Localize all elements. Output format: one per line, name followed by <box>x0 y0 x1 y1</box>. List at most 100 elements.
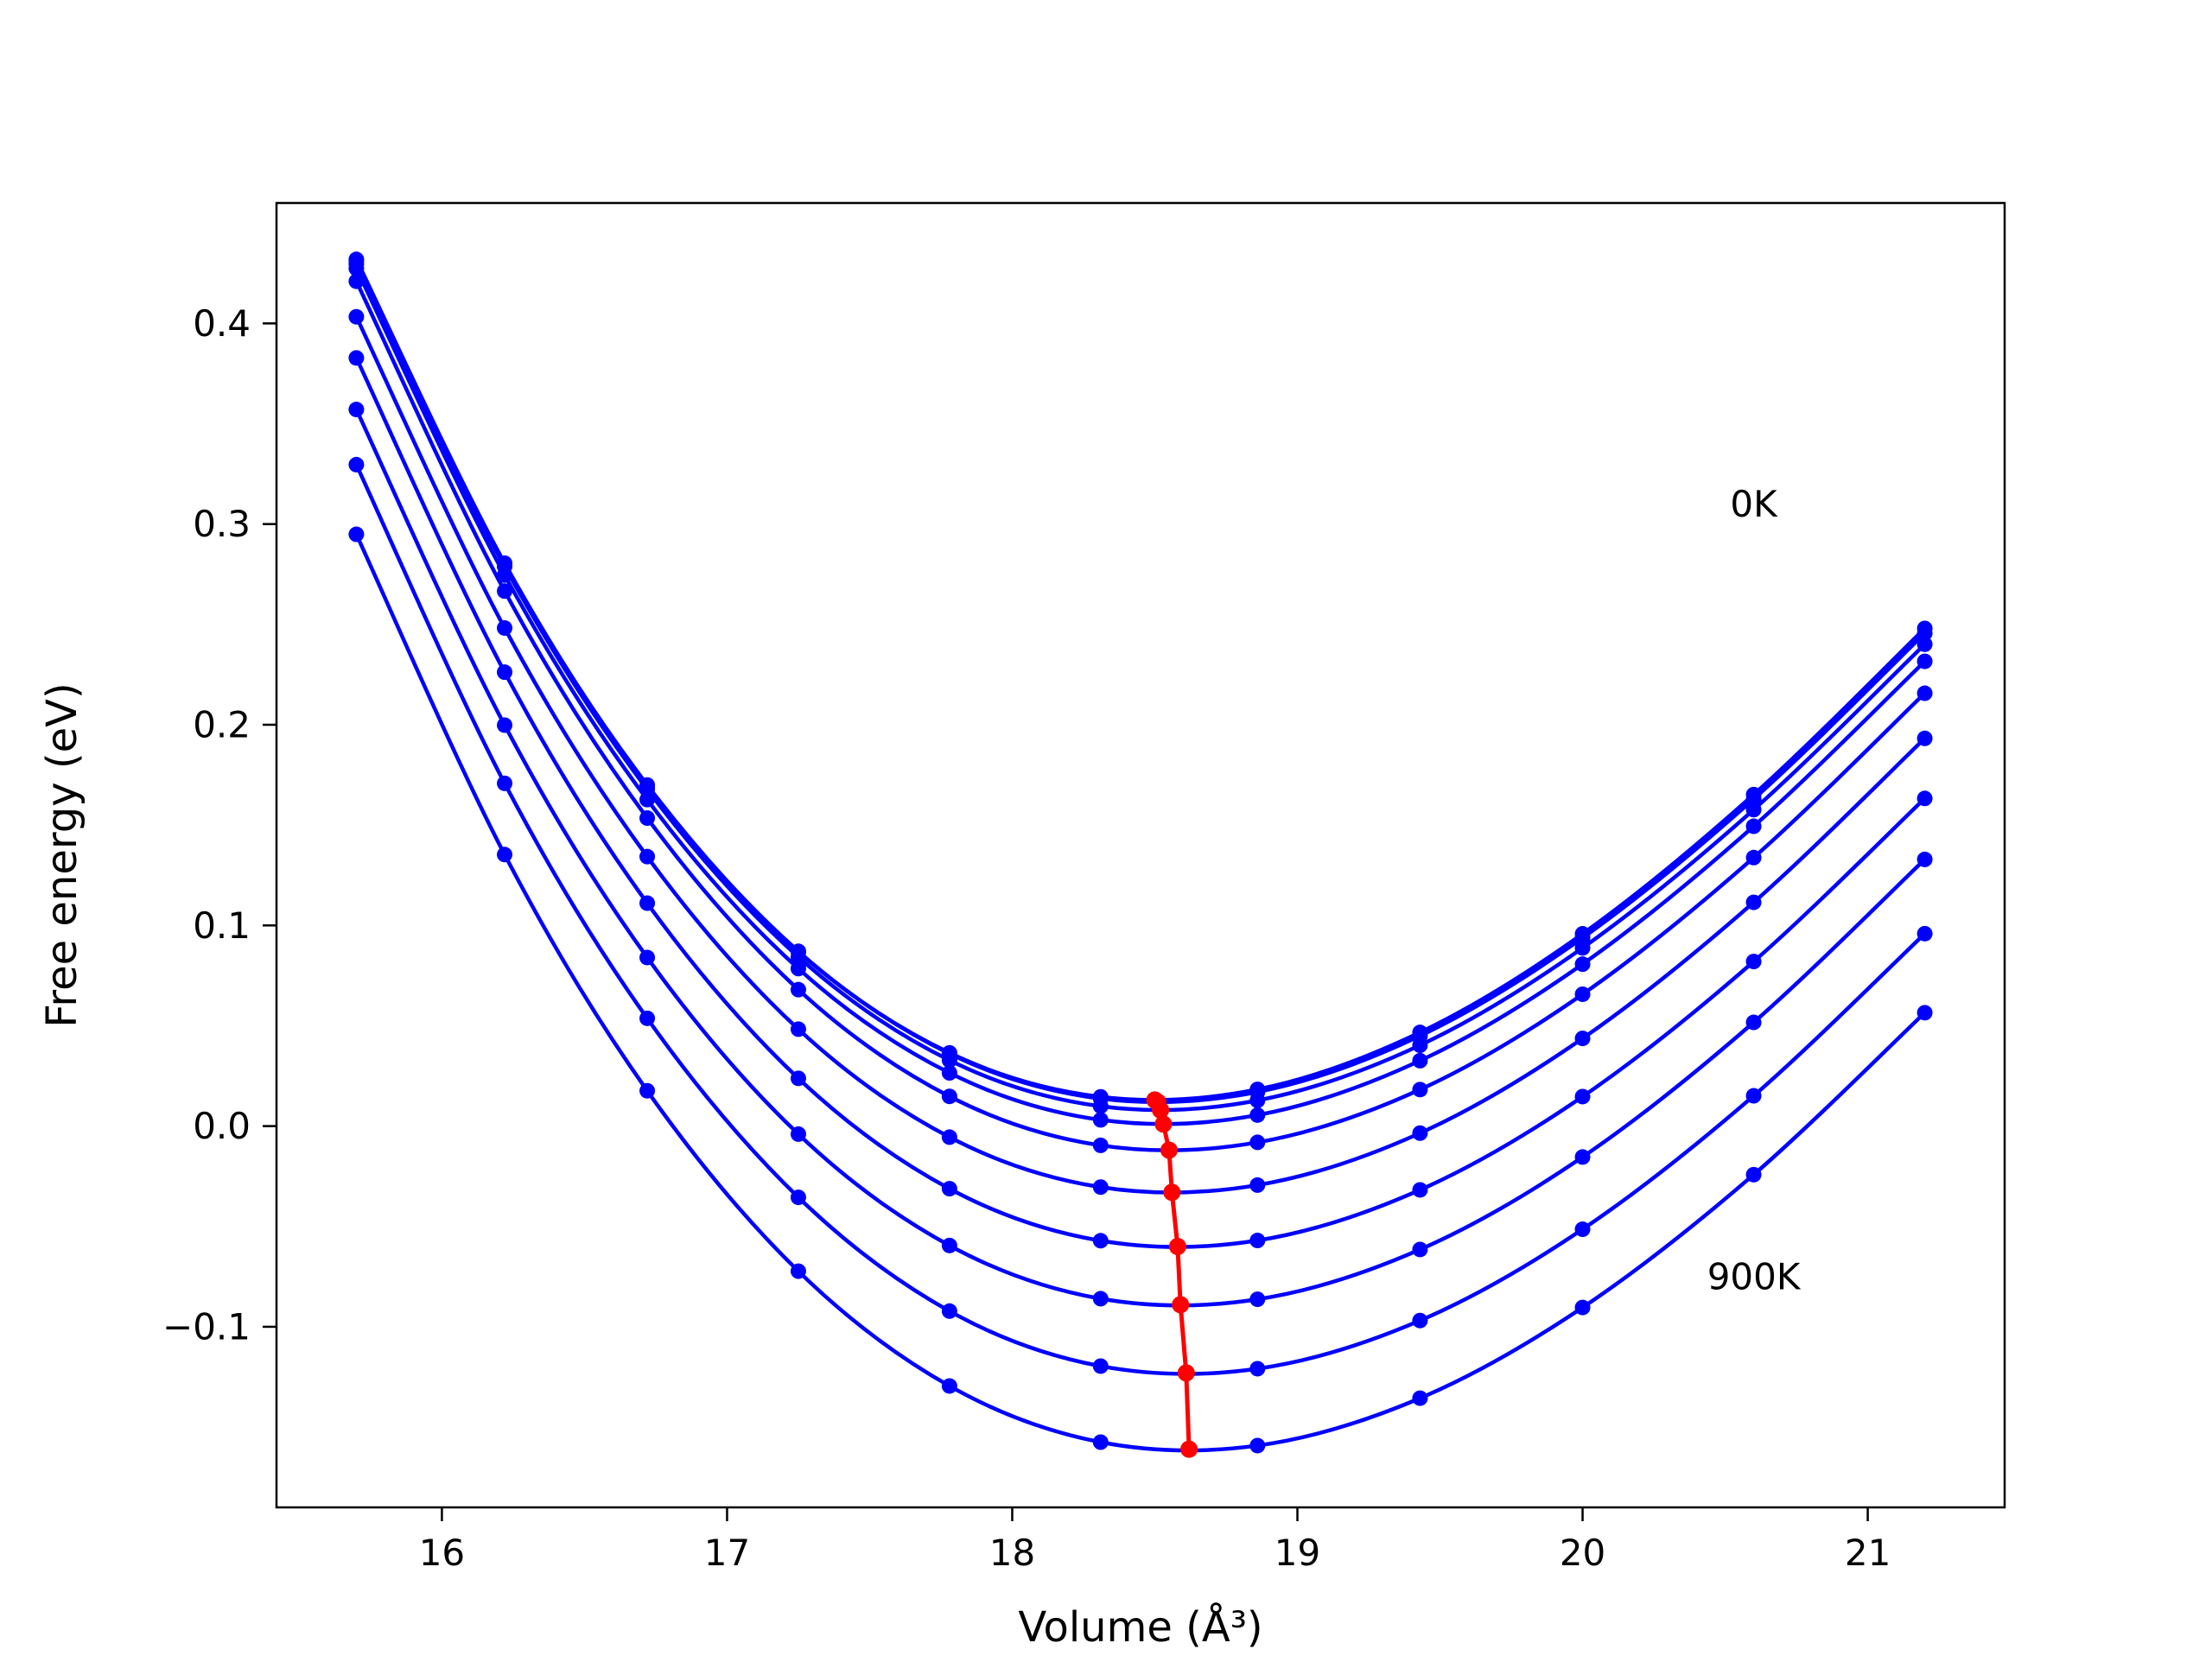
data-point-600K <box>639 895 656 911</box>
minimum-point <box>1152 1101 1170 1120</box>
data-point-900K <box>1092 1434 1109 1450</box>
x-tick-label: 19 <box>1274 1532 1320 1574</box>
x-axis-label: Volume (Å³) <box>1018 1602 1262 1652</box>
data-point-200K <box>1092 1098 1109 1114</box>
data-point-500K <box>1745 894 1762 910</box>
y-tick-label: 0.4 <box>193 302 251 345</box>
x-tick-label: 20 <box>1560 1532 1605 1574</box>
minimum-point <box>1177 1364 1195 1382</box>
data-point-300K <box>497 567 513 583</box>
data-point-800K <box>1092 1358 1109 1374</box>
data-point-300K <box>1916 653 1933 669</box>
data-point-600K <box>497 664 513 681</box>
data-point-600K <box>1574 1088 1591 1105</box>
data-point-400K <box>1745 849 1762 866</box>
y-tick-label: −0.1 <box>162 1305 251 1348</box>
temperature-annotation-0K: 0K <box>1730 483 1778 525</box>
data-point-300K <box>639 791 656 808</box>
x-tick-label: 21 <box>1845 1532 1891 1574</box>
y-tick-label: 0.3 <box>193 503 251 545</box>
data-point-500K <box>1574 1031 1591 1047</box>
data-point-900K <box>1574 1299 1591 1316</box>
data-point-800K <box>941 1303 957 1319</box>
data-point-600K <box>1092 1233 1109 1249</box>
data-point-500K <box>639 848 656 865</box>
data-point-200K <box>1916 636 1933 652</box>
minimum-point <box>1180 1440 1198 1458</box>
data-point-200K <box>790 948 806 965</box>
data-point-400K <box>790 981 806 998</box>
minimum-point <box>1163 1183 1181 1202</box>
data-point-600K <box>1412 1182 1428 1198</box>
data-point-500K <box>348 308 365 325</box>
data-point-200K <box>1412 1037 1428 1053</box>
x-tick-label: 16 <box>419 1532 465 1574</box>
data-point-200K <box>941 1052 957 1069</box>
data-point-800K <box>1745 1088 1762 1104</box>
data-point-900K <box>348 526 365 542</box>
data-point-100K <box>1916 625 1933 642</box>
minimum-point <box>1168 1238 1186 1255</box>
data-point-300K <box>1412 1052 1428 1069</box>
data-point-900K <box>639 1082 656 1099</box>
data-point-700K <box>1412 1241 1428 1258</box>
minimum-point <box>1160 1141 1178 1159</box>
data-point-300K <box>1745 818 1762 834</box>
data-point-800K <box>639 1010 656 1026</box>
data-point-400K <box>348 273 365 289</box>
data-point-800K <box>790 1189 806 1206</box>
data-point-700K <box>1574 1149 1591 1165</box>
data-point-500K <box>1249 1177 1266 1193</box>
plot-area: 16 17 18 19 20 21 −0.1 0.0 0.1 0.2 0.3 0.4 0K 900K <box>162 201 2006 1574</box>
temperature-annotation-900K: 900K <box>1707 1255 1802 1297</box>
data-point-600K <box>790 1070 806 1087</box>
data-point-400K <box>1249 1134 1266 1151</box>
data-point-400K <box>497 583 513 599</box>
data-point-300K <box>348 260 365 276</box>
data-point-700K <box>790 1126 806 1142</box>
data-point-500K <box>941 1129 957 1145</box>
data-point-800K <box>348 456 365 473</box>
data-point-600K <box>1745 954 1762 970</box>
minimum-point <box>1154 1115 1173 1133</box>
data-point-700K <box>497 717 513 733</box>
eos-curve-500K <box>354 314 1927 1195</box>
data-point-700K <box>348 402 365 418</box>
eos-curve-700K <box>354 407 1927 1308</box>
eos-curve-0K <box>354 262 1927 1102</box>
data-point-500K <box>497 620 513 637</box>
x-tick-label: 18 <box>989 1532 1035 1574</box>
minimum-point <box>1172 1296 1190 1314</box>
data-point-300K <box>1092 1112 1109 1128</box>
data-point-900K <box>1745 1166 1762 1183</box>
y-tick-label: 0.0 <box>193 1105 251 1147</box>
data-point-600K <box>1249 1233 1266 1249</box>
data-point-700K <box>639 949 656 966</box>
data-point-500K <box>1916 730 1933 746</box>
data-point-600K <box>941 1181 957 1197</box>
data-point-900K <box>1412 1390 1428 1406</box>
data-point-700K <box>1916 851 1933 867</box>
eos-curve-800K <box>354 462 1927 1376</box>
data-point-300K <box>1249 1107 1266 1123</box>
data-point-500K <box>1092 1179 1109 1196</box>
data-point-700K <box>1249 1291 1266 1308</box>
eos-curve-600K <box>354 356 1927 1249</box>
data-point-400K <box>639 810 656 827</box>
data-point-800K <box>1412 1312 1428 1329</box>
data-point-800K <box>1574 1221 1591 1238</box>
data-point-400K <box>1916 685 1933 701</box>
eos-curve-400K <box>354 279 1927 1152</box>
data-point-200K <box>1745 802 1762 818</box>
data-point-300K <box>790 961 806 977</box>
data-point-900K <box>1916 1005 1933 1021</box>
data-point-400K <box>1412 1082 1428 1098</box>
data-point-700K <box>1092 1291 1109 1307</box>
y-axis-label: Free energy (eV) <box>38 682 86 1027</box>
data-point-800K <box>1249 1361 1266 1377</box>
data-point-800K <box>497 775 513 791</box>
data-point-900K <box>497 847 513 863</box>
data-point-500K <box>1412 1125 1428 1141</box>
data-point-200K <box>1574 940 1591 956</box>
